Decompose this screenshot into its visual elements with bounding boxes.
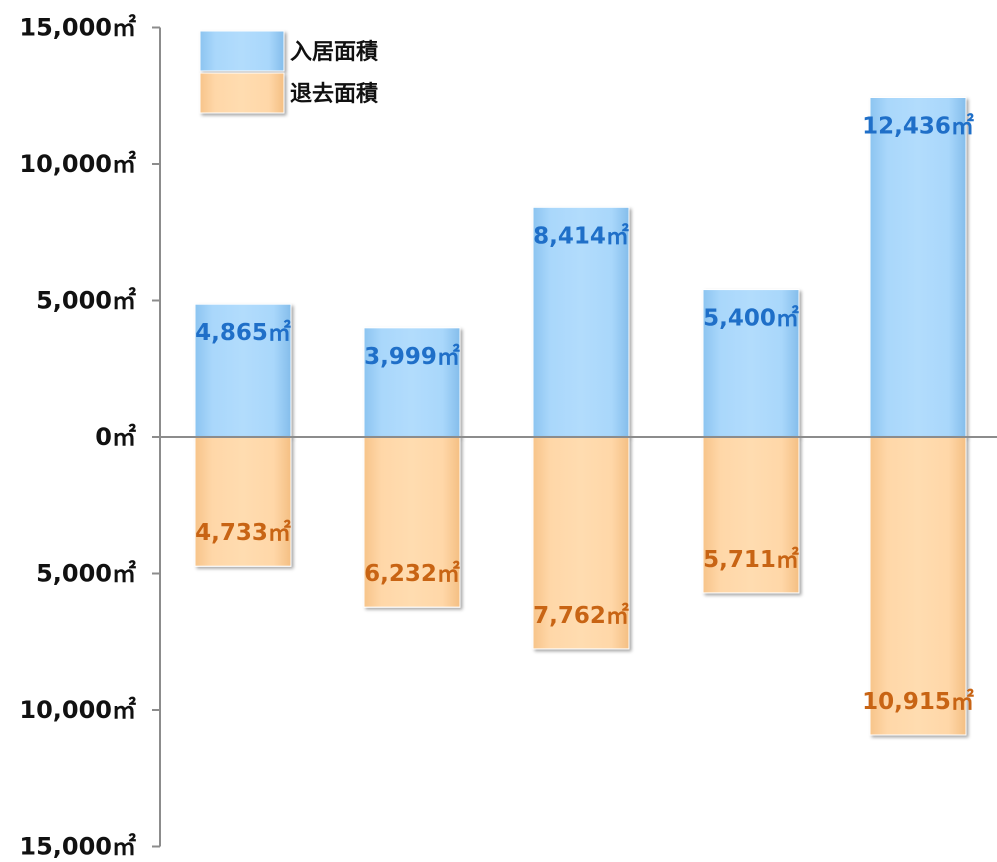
y-tick-label: 5,000㎡ (36, 287, 136, 315)
move-in-value-label: 12,436㎡ (862, 112, 974, 139)
bar-move-out-3 (532, 436, 630, 650)
bar-move-out-1 (194, 436, 292, 567)
legend-label-move-in: 入居面積 (290, 40, 379, 65)
y-tick-label: 5,000㎡ (36, 560, 136, 588)
bar-move-in-2 (363, 327, 461, 438)
move-out-value-label: 10,915㎡ (862, 688, 974, 715)
axis-layer: 15,000㎡ 10,000㎡ 5,000㎡ 0㎡ 5,000㎡ 10,000㎡ 15,00… (19, 14, 997, 861)
bar-move-out-4 (702, 436, 800, 594)
move-out-value-label: 5,711㎡ (703, 546, 799, 573)
bar-move-in-3 (532, 206, 630, 438)
legend-swatch-move-out (199, 72, 285, 114)
bar-move-in-4 (702, 289, 800, 438)
bar-move-out-5 (869, 436, 967, 736)
legend-label-move-out: 退去面積 (290, 82, 379, 107)
legend-swatch-move-in (199, 30, 285, 72)
y-tick-label: 10,000㎡ (19, 696, 136, 724)
bar-move-in-5 (869, 96, 967, 438)
y-tick-label: 15,000㎡ (19, 833, 136, 861)
y-tick-label: 0㎡ (95, 423, 136, 451)
y-tick-label: 15,000㎡ (19, 14, 136, 42)
data-labels-layer: 4,865㎡ 3,999㎡ 8,414㎡ 5,400㎡ 12,436㎡ 4,733㎡ 6,2… (195, 112, 974, 714)
move-in-value-label: 8,414㎡ (533, 222, 629, 249)
bars-layer (194, 96, 967, 736)
move-out-value-label: 7,762㎡ (533, 602, 629, 629)
move-in-value-label: 5,400㎡ (703, 305, 799, 332)
bar-move-out-2 (363, 436, 461, 608)
move-in-value-label: 3,999㎡ (364, 343, 460, 370)
y-tick-label: 10,000㎡ (19, 150, 136, 178)
move-in-value-label: 4,865㎡ (195, 319, 291, 346)
move-out-value-label: 6,232㎡ (364, 560, 460, 587)
move-out-value-label: 4,733㎡ (195, 519, 291, 546)
bar-move-in-1 (194, 303, 292, 438)
